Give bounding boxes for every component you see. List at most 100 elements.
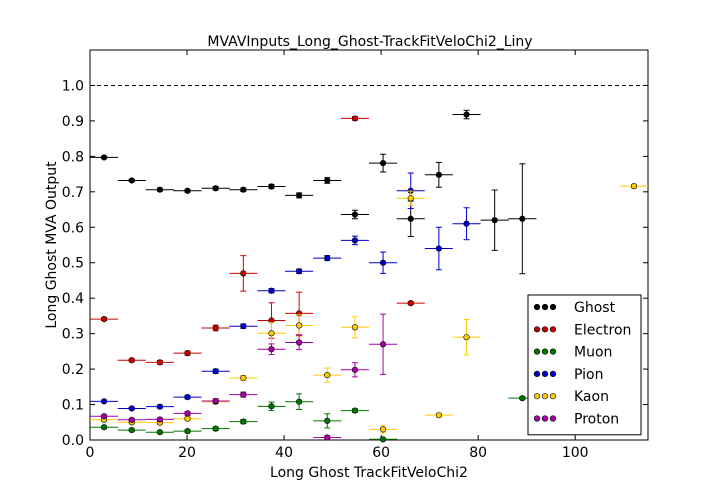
legend-label: Proton: [574, 412, 619, 428]
data-point: [184, 428, 191, 435]
legend-marker: [533, 326, 541, 333]
data-point: [407, 195, 414, 202]
data-point: [240, 374, 247, 382]
data-point: [379, 436, 387, 443]
data-point: [100, 154, 108, 161]
legend-label: Kaon: [574, 389, 609, 405]
data-point: [240, 186, 247, 193]
data-point: [296, 398, 303, 405]
data-point: [379, 341, 387, 348]
data-point: [268, 403, 275, 410]
data-point: [268, 346, 275, 353]
data-point: [379, 259, 387, 266]
legend-marker: [549, 326, 557, 333]
y-tick-label: 0.3: [62, 327, 84, 343]
data-point: [351, 211, 359, 218]
data-point: [100, 398, 108, 405]
legend-label: Electron: [574, 322, 631, 338]
data-point: [156, 403, 163, 410]
x-tick-label: 0: [86, 445, 95, 461]
y-tick-label: 0.8: [62, 149, 84, 165]
data-point: [240, 270, 247, 277]
data-point: [212, 324, 219, 332]
series-electron: [90, 115, 425, 366]
data-point: [324, 372, 331, 379]
data-point: [212, 368, 219, 375]
legend: Ghost Electron Muon Pion Kaon Proton: [527, 294, 642, 436]
data-point: [324, 177, 331, 184]
y-tick-label: 0.2: [62, 362, 84, 378]
legend-marker: [533, 415, 541, 422]
legend-marker: [533, 370, 541, 378]
x-tick-label: 60: [372, 445, 390, 461]
legend-marker: [541, 393, 549, 400]
data-point: [351, 115, 359, 122]
data-point: [184, 410, 191, 417]
data-point: [519, 395, 526, 402]
data-point: [268, 183, 275, 190]
y-tick-label: 0.5: [62, 256, 84, 272]
x-axis-label: Long Ghost TrackFitVeloChi2: [270, 465, 468, 481]
x-tick-label: 100: [562, 445, 589, 461]
data-point: [324, 417, 331, 424]
data-point: [463, 220, 470, 227]
data-point: [128, 177, 135, 184]
series-ghost: [90, 109, 537, 275]
data-point: [156, 186, 163, 193]
data-point: [463, 111, 470, 118]
data-point: [268, 330, 275, 337]
y-tick-label: 0.9: [62, 114, 84, 130]
data-point: [212, 397, 219, 405]
plot-frame: [89, 49, 649, 441]
data-point: [324, 434, 331, 441]
y-tick-label: 0.1: [62, 398, 84, 414]
data-point: [156, 416, 163, 423]
legend-marker: [541, 415, 549, 422]
legend-marker: [541, 370, 549, 378]
data-point: [296, 339, 303, 346]
y-tick-label: 0.0: [62, 433, 84, 449]
series-kaon: [90, 183, 648, 434]
legend-marker: [541, 348, 549, 355]
y-tick-label: 0.6: [62, 220, 84, 236]
legend-label: Ghost: [574, 300, 616, 316]
data-point: [100, 424, 108, 431]
data-point: [184, 394, 191, 401]
data-point: [463, 334, 470, 341]
data-point: [491, 217, 498, 224]
data-point: [407, 300, 414, 307]
data-point: [128, 405, 135, 412]
data-point: [184, 350, 191, 357]
data-point: [351, 407, 359, 414]
data-point: [240, 391, 247, 398]
data-point: [268, 287, 275, 294]
data-point: [435, 171, 442, 178]
legend-box: [527, 294, 642, 436]
data-point: [630, 183, 638, 190]
data-point: [184, 415, 191, 422]
y-axis-label: Long Ghost MVA Output: [44, 161, 60, 329]
legend-marker: [533, 303, 541, 311]
legend-label: Pion: [574, 367, 603, 383]
legend-marker: [549, 393, 557, 400]
legend-marker: [549, 348, 557, 355]
data-point: [128, 426, 135, 434]
x-tick-label: 20: [178, 445, 196, 461]
data-point: [296, 322, 303, 329]
legend-marker: [549, 370, 557, 378]
legend-label: Muon: [574, 345, 612, 361]
data-point: [351, 366, 359, 373]
data-point: [240, 418, 247, 425]
y-tick-label: 0.4: [62, 291, 84, 307]
data-point: [100, 413, 108, 420]
data-point: [296, 268, 303, 275]
y-tick-label: 0.7: [62, 185, 84, 201]
axis-ticks: 0 20 40 60 80 100 0.0 0.1 0.2 0.3 0.4 0.5 0.6 0.7 0.8 0…: [62, 50, 648, 461]
legend-marker: [541, 303, 549, 311]
series-muon: [90, 393, 537, 443]
plot-area: 0 20 40 60 80 100 0.0 0.1 0.2 0.3 0.4 0.5 0.6 0.7 0.8 0…: [62, 49, 649, 461]
legend-marker: [549, 303, 557, 311]
legend-marker: [549, 415, 557, 422]
series-proton: [90, 313, 398, 441]
